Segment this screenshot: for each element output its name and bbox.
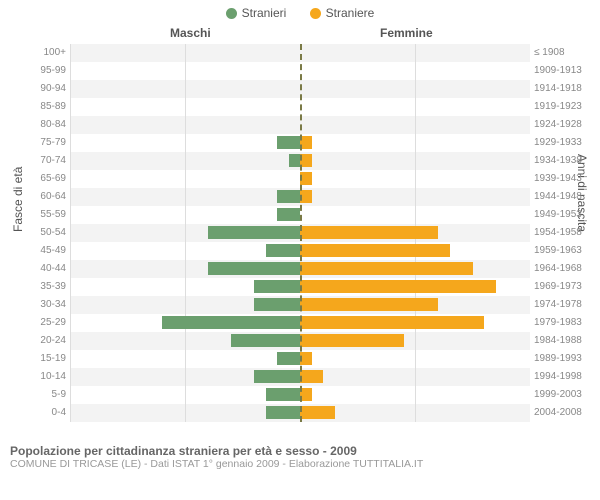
age-label: 30-34 [0, 296, 66, 314]
title-male: Maschi [170, 26, 211, 40]
half-left: 01020 [70, 44, 300, 422]
birth-label: 1924-1928 [534, 116, 600, 134]
age-label: 95-99 [0, 62, 66, 80]
age-label: 80-84 [0, 116, 66, 134]
bar-male [254, 370, 300, 383]
age-label: 10-14 [0, 368, 66, 386]
legend-item-female: Straniere [310, 6, 375, 20]
bar-male [254, 280, 300, 293]
bar-male [266, 406, 301, 419]
birth-label: 1999-2003 [534, 386, 600, 404]
age-label: 75-79 [0, 134, 66, 152]
birth-label: 1964-1968 [534, 260, 600, 278]
birth-label: 1969-1973 [534, 278, 600, 296]
bar-female [300, 226, 438, 239]
bar-female [300, 262, 473, 275]
age-label: 25-29 [0, 314, 66, 332]
bar-male [277, 352, 300, 365]
birth-label: 1984-1988 [534, 332, 600, 350]
bar-male [277, 208, 300, 221]
bar-male [162, 316, 300, 329]
bar-male [266, 244, 301, 257]
birth-label: 1994-1998 [534, 368, 600, 386]
caption: Popolazione per cittadinanza straniera p… [0, 442, 600, 470]
legend-label-female: Straniere [326, 6, 375, 20]
bar-female [300, 406, 335, 419]
age-label: 55-59 [0, 206, 66, 224]
bar-male [266, 388, 301, 401]
birth-label: 1934-1938 [534, 152, 600, 170]
age-label: 15-19 [0, 350, 66, 368]
bar-female [300, 370, 323, 383]
birth-label: 1949-1953 [534, 206, 600, 224]
bar-male [289, 154, 301, 167]
birth-label: ≤ 1908 [534, 44, 600, 62]
age-label: 65-69 [0, 170, 66, 188]
legend-label-male: Stranieri [242, 6, 287, 20]
age-label: 60-64 [0, 188, 66, 206]
age-label: 85-89 [0, 98, 66, 116]
caption-sub: COMUNE DI TRICASE (LE) - Dati ISTAT 1° g… [10, 458, 590, 470]
birth-label: 1974-1978 [534, 296, 600, 314]
swatch-female [310, 8, 321, 19]
bar-female [300, 280, 496, 293]
age-label: 35-39 [0, 278, 66, 296]
birth-label: 1959-1963 [534, 242, 600, 260]
bar-female [300, 298, 438, 311]
swatch-male [226, 8, 237, 19]
title-female: Femmine [380, 26, 433, 40]
bar-male [254, 298, 300, 311]
age-label: 20-24 [0, 332, 66, 350]
bar-female [300, 244, 450, 257]
birth-label: 1914-1918 [534, 80, 600, 98]
center-line [300, 44, 302, 422]
birth-label: 1954-1958 [534, 224, 600, 242]
age-label: 0-4 [0, 404, 66, 422]
birth-label: 2004-2008 [534, 404, 600, 422]
birth-label: 1989-1993 [534, 350, 600, 368]
half-right: 1020 [300, 44, 530, 422]
legend: Stranieri Straniere [0, 0, 600, 22]
age-label: 40-44 [0, 260, 66, 278]
birth-label: 1939-1943 [534, 170, 600, 188]
legend-item-male: Stranieri [226, 6, 287, 20]
age-label: 5-9 [0, 386, 66, 404]
bar-male [277, 190, 300, 203]
bar-male [208, 226, 300, 239]
bar-female [300, 316, 484, 329]
pyramid-chart: Maschi Femmine Fasce di età Anni di nasc… [0, 22, 600, 442]
age-label: 90-94 [0, 80, 66, 98]
birth-label: 1979-1983 [534, 314, 600, 332]
age-label: 100+ [0, 44, 66, 62]
age-label: 70-74 [0, 152, 66, 170]
bar-female [300, 334, 404, 347]
age-label: 50-54 [0, 224, 66, 242]
bar-male [231, 334, 300, 347]
birth-label: 1929-1933 [534, 134, 600, 152]
birth-label: 1909-1913 [534, 62, 600, 80]
bar-male [208, 262, 300, 275]
birth-label: 1944-1948 [534, 188, 600, 206]
plot-area: 01020 1020 [70, 44, 530, 422]
age-label: 45-49 [0, 242, 66, 260]
birth-label: 1919-1923 [534, 98, 600, 116]
bar-male [277, 136, 300, 149]
caption-main: Popolazione per cittadinanza straniera p… [10, 444, 590, 458]
